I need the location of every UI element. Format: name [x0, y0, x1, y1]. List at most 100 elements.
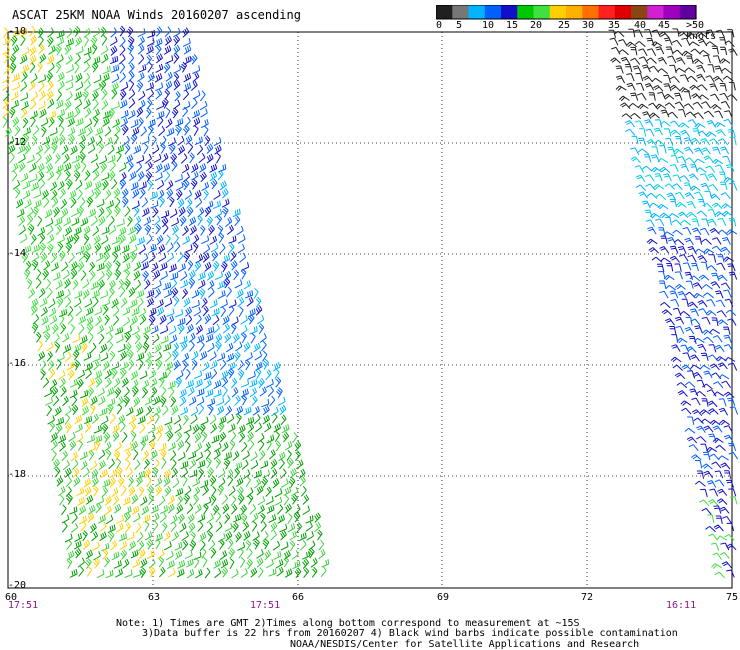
- wind-barb: [18, 225, 26, 236]
- wind-barb: [161, 216, 169, 228]
- wind-barb: [147, 179, 154, 191]
- wind-barb: [694, 480, 706, 487]
- wind-barb: [74, 53, 81, 65]
- wind-barb: [142, 387, 148, 399]
- wind-barb: [226, 224, 234, 235]
- wind-barb: [124, 512, 131, 523]
- wind-barb: [47, 233, 55, 244]
- wind-barb: [630, 57, 641, 65]
- wind-barb: [698, 94, 709, 101]
- wind-barb: [209, 414, 217, 425]
- wind-barb: [165, 55, 174, 64]
- wind-barb: [252, 531, 260, 542]
- wind-barb: [702, 54, 711, 64]
- wind-barb: [711, 317, 719, 326]
- note-line-2: 3)Data buffer is 22 hrs from 20160207 4)…: [142, 628, 678, 639]
- wind-barb: [620, 56, 631, 65]
- wind-barb: [81, 405, 89, 416]
- wind-barb: [692, 128, 701, 137]
- wind-barb: [51, 262, 59, 272]
- wind-barb: [23, 268, 31, 280]
- wind-barb: [181, 531, 189, 541]
- wind-barb: [111, 178, 118, 190]
- wind-barb: [185, 306, 193, 317]
- wind-barb: [90, 523, 97, 534]
- wind-barb: [118, 226, 127, 237]
- lat-label: -18: [8, 469, 27, 480]
- wind-barb: [192, 90, 201, 100]
- wind-barb: [219, 243, 226, 255]
- wind-barb: [167, 559, 175, 570]
- wind-barb: [74, 547, 82, 559]
- wind-barb: [203, 371, 212, 381]
- wind-barb: [216, 152, 221, 164]
- wind-barb: [112, 251, 119, 263]
- wind-barb: [99, 407, 108, 417]
- wind-barb: [710, 93, 720, 102]
- wind-barb: [127, 161, 134, 172]
- wind-barb: [63, 288, 71, 300]
- wind-barb: [154, 172, 163, 182]
- wind-barb: [192, 477, 201, 487]
- wind-barb: [689, 84, 701, 91]
- wind-barb: [127, 349, 134, 361]
- wind-barb: [135, 341, 143, 353]
- wind-barb: [628, 28, 636, 38]
- wind-barb: [719, 419, 730, 426]
- wind-barb: [113, 134, 119, 145]
- wind-barb: [232, 450, 240, 461]
- wind-barb: [182, 124, 190, 136]
- wind-barb: [107, 154, 116, 164]
- wind-barb: [703, 370, 713, 379]
- wind-barb: [679, 87, 691, 93]
- wind-barb: [685, 111, 697, 118]
- wind-barb: [136, 236, 145, 246]
- wind-barb: [30, 116, 36, 128]
- wind-barb: [648, 92, 656, 101]
- wind-barb: [18, 215, 26, 227]
- wind-barb: [91, 43, 98, 55]
- wind-barb: [253, 413, 261, 425]
- wind-barb: [70, 268, 78, 280]
- wind-barb: [246, 548, 253, 560]
- wind-barb: [56, 169, 62, 181]
- wind-barb: [183, 55, 192, 65]
- wind-barb: [80, 270, 87, 281]
- wind-barb: [675, 202, 687, 208]
- wind-barb: [21, 252, 29, 264]
- wind-barb: [38, 90, 46, 101]
- wind-barb: [2, 116, 8, 128]
- lon-label: 69: [437, 592, 450, 603]
- wind-barb: [649, 212, 661, 219]
- wind-barb: [216, 397, 225, 406]
- wind-barb: [62, 395, 69, 407]
- wind-barb: [136, 289, 145, 299]
- wind-barb: [120, 81, 129, 92]
- wind-barb: [61, 504, 67, 516]
- wind-barb: [145, 107, 152, 119]
- wind-barb: [195, 314, 202, 326]
- wind-barb: [728, 48, 738, 56]
- note-line-1: Note: 1) Times are GMT 2)Times along bot…: [116, 618, 580, 629]
- wind-barb: [696, 210, 708, 217]
- wind-barb: [212, 260, 220, 272]
- wind-barb: [78, 251, 86, 262]
- wind-barb: [137, 28, 146, 38]
- wind-barb: [111, 82, 119, 92]
- wind-barb: [175, 124, 182, 136]
- wind-barb: [66, 550, 75, 561]
- wind-barb: [670, 129, 681, 136]
- wind-barb: [11, 73, 20, 82]
- wind-barb: [703, 425, 714, 433]
- wind-barb: [684, 427, 696, 434]
- wind-barb: [611, 46, 621, 55]
- wind-barb: [204, 567, 211, 579]
- wind-barb: [727, 94, 738, 101]
- wind-barb: [198, 152, 206, 164]
- wind-barb: [105, 189, 112, 200]
- wind-barb: [74, 290, 83, 299]
- wind-barb: [39, 108, 47, 119]
- wind-barb: [277, 514, 285, 524]
- wind-barb: [91, 468, 99, 480]
- wind-barb: [676, 382, 688, 389]
